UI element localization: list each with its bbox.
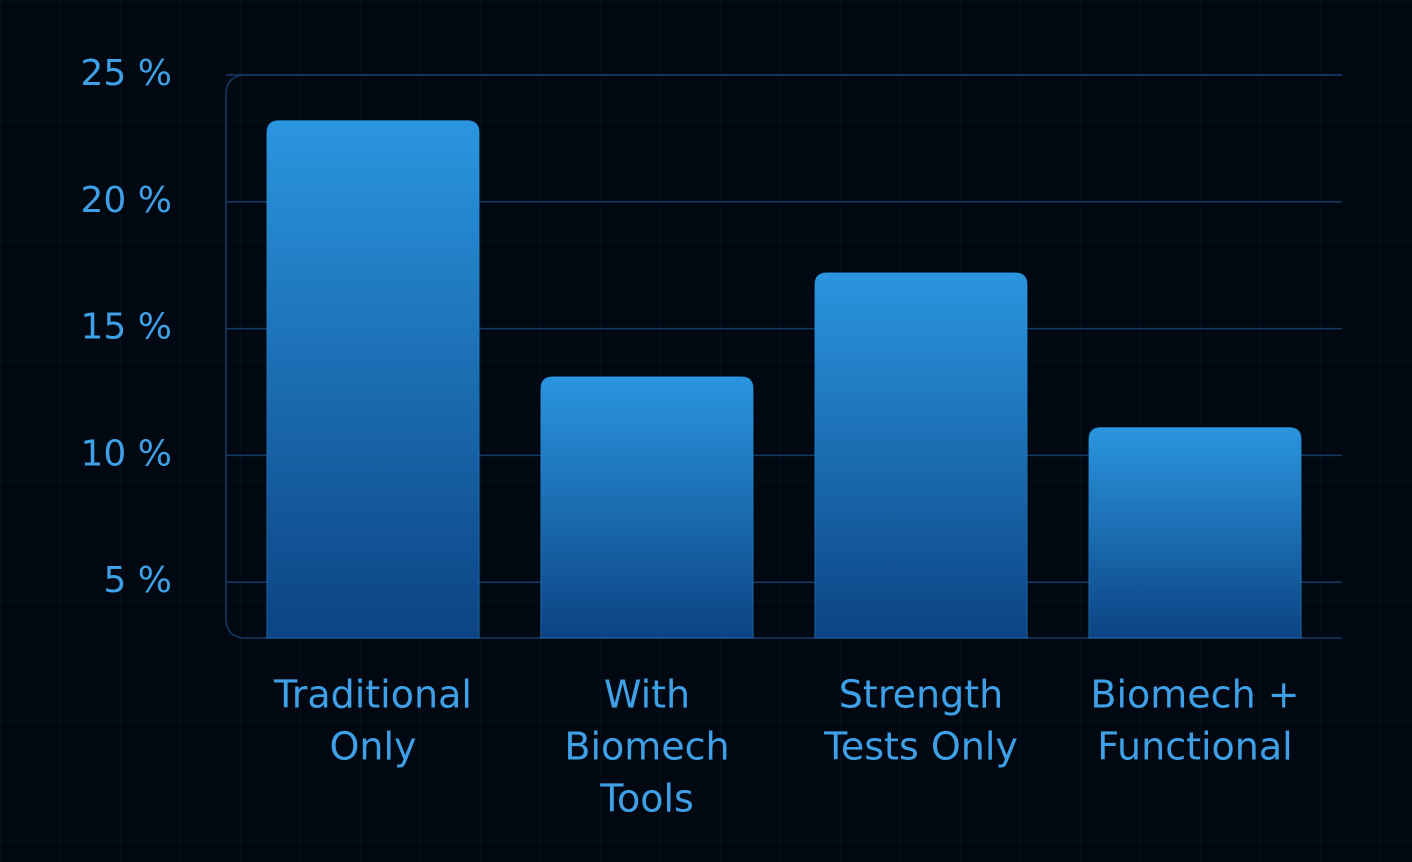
x-tick-label: With [604,673,690,717]
x-tick-label: Biomech + [1090,673,1299,717]
y-tick-label: 20 % [81,180,172,221]
y-tick-label: 25 % [81,53,172,94]
y-tick-label: 5 % [103,560,172,601]
x-tick-label: Strength [839,673,1003,717]
x-tick-label: Traditional [273,673,472,717]
bar [540,376,754,639]
x-tick-label: Tools [599,777,694,821]
x-tick-label: Biomech [564,725,729,769]
y-tick-label: 10 % [81,433,172,474]
y-tick-label: 15 % [81,307,172,348]
bar [814,272,1028,639]
x-tick-label: Tests Only [823,725,1018,769]
x-tick-label: Only [329,725,416,769]
bar [1088,427,1302,639]
plot-frame [225,74,1342,639]
bar [266,120,480,639]
x-tick-label: Functional [1097,725,1292,769]
